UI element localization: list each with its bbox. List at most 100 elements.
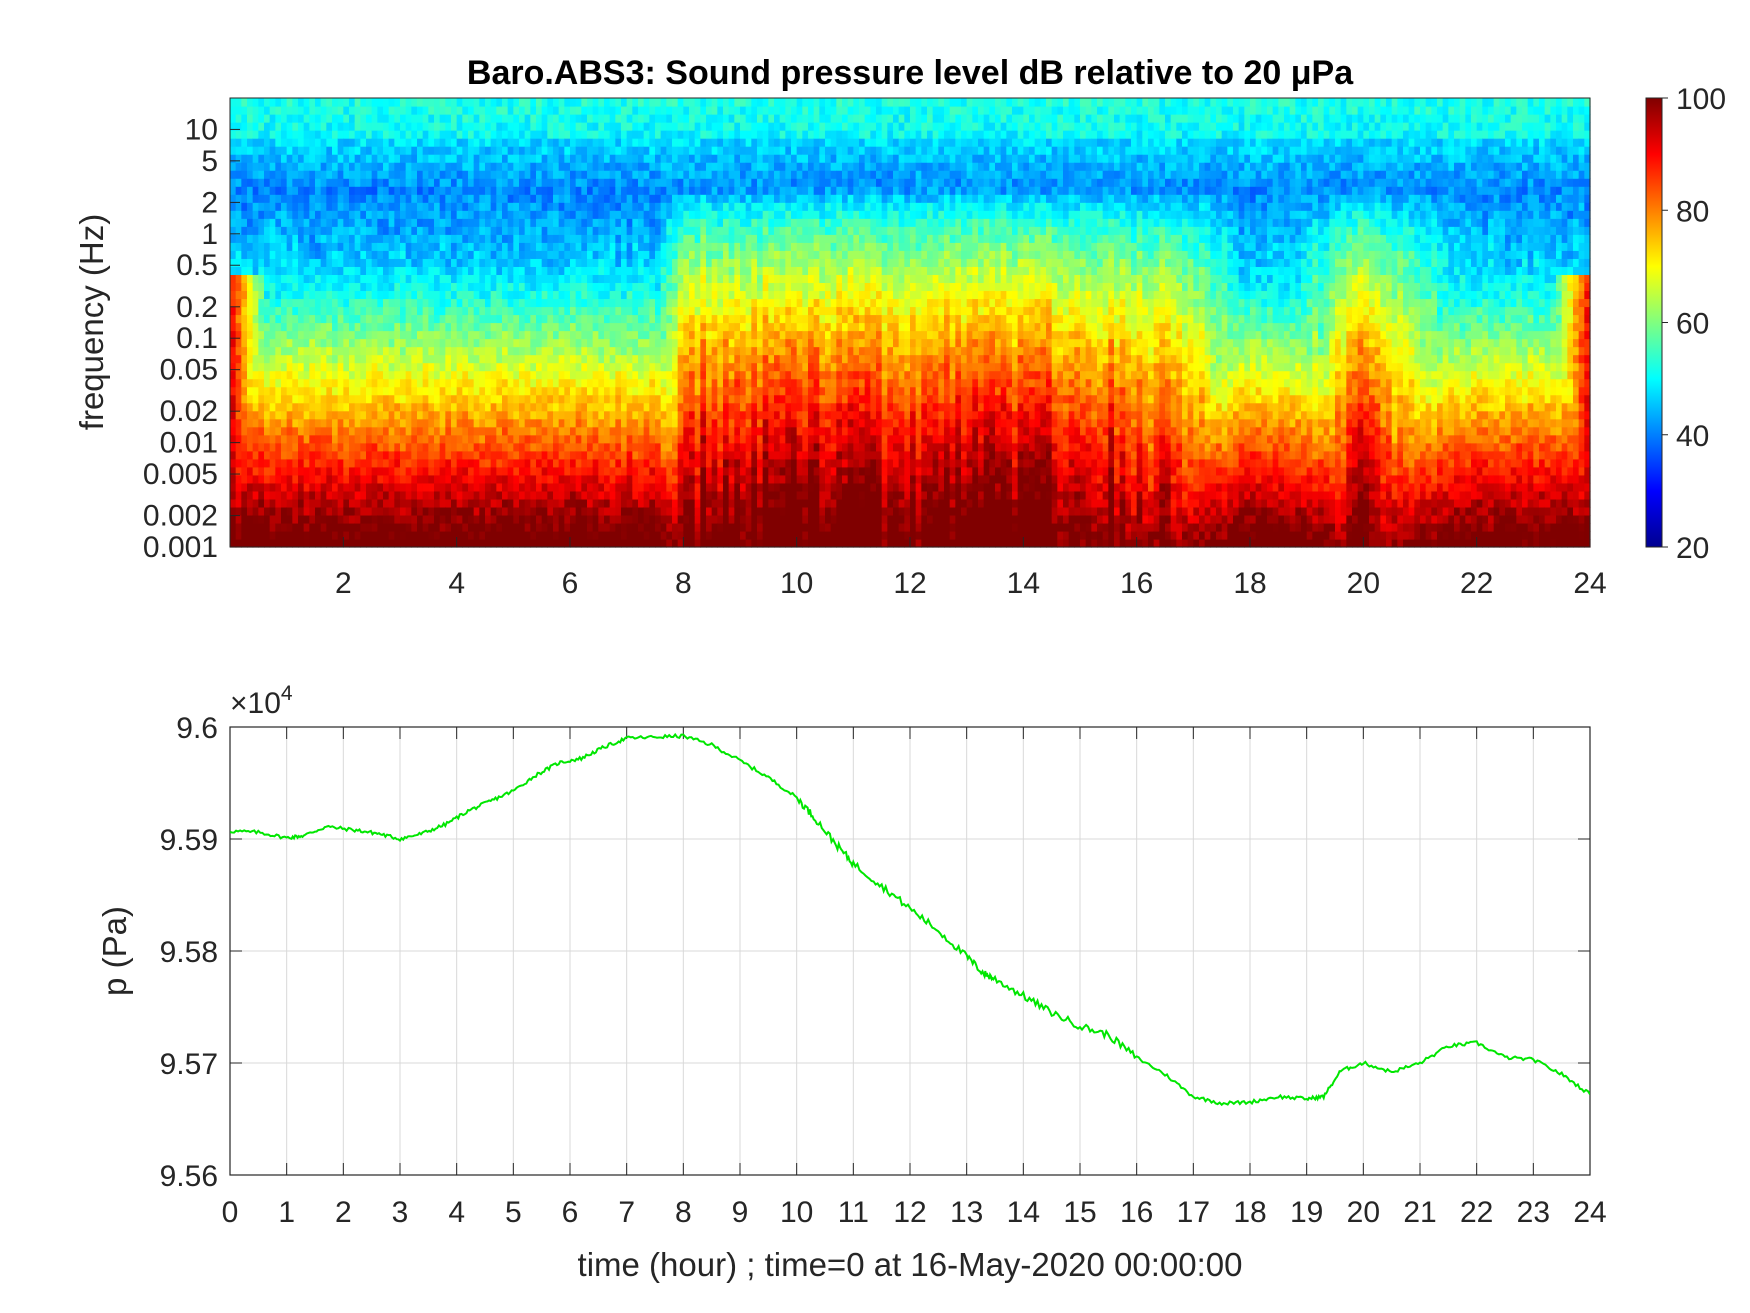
heatmap-cell — [286, 250, 293, 259]
heatmap-cell — [275, 202, 282, 211]
heatmap-cell — [451, 178, 458, 187]
heatmap-cell — [434, 386, 441, 396]
heatmap-cell — [626, 178, 633, 187]
heatmap-cell — [286, 466, 293, 476]
heatmap-cell — [422, 538, 429, 548]
heatmap-cell — [592, 250, 599, 259]
heatmap-cell — [700, 98, 707, 107]
heatmap-cell — [422, 242, 429, 251]
heatmap-cell — [286, 506, 293, 516]
heatmap-cell — [490, 458, 497, 468]
heatmap-cell — [371, 130, 378, 139]
heatmap-cell — [666, 226, 673, 235]
heatmap-cell — [417, 418, 424, 428]
heatmap-cell — [371, 410, 378, 420]
heatmap-cell — [655, 146, 662, 155]
heatmap-cell — [706, 234, 713, 243]
heatmap-cell — [411, 330, 418, 340]
heatmap-cell — [615, 106, 622, 115]
heatmap-cell — [507, 378, 514, 388]
heatmap-cell — [581, 394, 588, 404]
heatmap-cell — [422, 322, 429, 332]
heatmap-cell — [672, 170, 679, 179]
heatmap-cell — [547, 530, 554, 540]
heatmap-cell — [439, 498, 446, 508]
heatmap-cell — [490, 250, 497, 259]
heatmap-cell — [434, 170, 441, 179]
heatmap-cell — [462, 466, 469, 476]
heatmap-cell — [337, 242, 344, 251]
heatmap-cell — [479, 138, 486, 147]
heatmap-cell — [541, 434, 548, 444]
heatmap-cell — [235, 274, 242, 284]
heatmap-cell — [281, 210, 288, 219]
heatmap-cell — [683, 306, 690, 316]
heatmap-cell — [496, 210, 503, 219]
heatmap-cell — [315, 170, 322, 179]
heatmap-cell — [485, 410, 492, 420]
heatmap-cell — [241, 266, 248, 275]
heatmap-cell — [377, 106, 384, 115]
heatmap-cell — [643, 530, 650, 540]
heatmap-cell — [700, 194, 707, 203]
heatmap-cell — [694, 322, 701, 332]
heatmap-cell — [326, 354, 333, 364]
heatmap-cell — [666, 98, 673, 107]
heatmap-cell — [507, 114, 514, 123]
heatmap-cell — [496, 346, 503, 356]
heatmap-cell — [581, 498, 588, 508]
heatmap-cell — [700, 442, 707, 452]
heatmap-cell — [326, 442, 333, 452]
heatmap-cell — [677, 330, 684, 340]
heatmap-cell — [621, 482, 628, 492]
heatmap-cell — [672, 162, 679, 171]
heatmap-cell — [230, 266, 237, 275]
heatmap-cell — [462, 314, 469, 324]
heatmap-cell — [337, 154, 344, 163]
heatmap-cell — [275, 98, 282, 107]
heatmap-cell — [677, 130, 684, 139]
heatmap-cell — [434, 346, 441, 356]
heatmap-cell — [564, 458, 571, 468]
heatmap-cell — [479, 218, 486, 227]
heatmap-cell — [655, 98, 662, 107]
heatmap-cell — [570, 258, 577, 267]
heatmap-cell — [524, 154, 531, 163]
heatmap-cell — [405, 106, 412, 115]
heatmap-cell — [547, 346, 554, 356]
heatmap-cell — [502, 330, 509, 340]
heatmap-cell — [428, 218, 435, 227]
heatmap-cell — [621, 346, 628, 356]
heatmap-cell — [377, 258, 384, 267]
heatmap-cell — [230, 106, 237, 115]
heatmap-cell — [394, 242, 401, 251]
heatmap-cell — [524, 266, 531, 275]
heatmap-cell — [337, 394, 344, 404]
heatmap-cell — [706, 98, 713, 107]
heatmap-cell — [626, 370, 633, 380]
heatmap-cell — [343, 514, 350, 524]
heatmap-cell — [490, 530, 497, 540]
heatmap-cell — [411, 122, 418, 131]
heatmap-cell — [428, 522, 435, 532]
heatmap-cell — [292, 338, 299, 348]
heatmap-cell — [609, 266, 616, 275]
heatmap-cell — [507, 98, 514, 107]
heatmap-cell — [377, 466, 384, 476]
heatmap-cell — [638, 314, 645, 324]
heatmap-cell — [666, 218, 673, 227]
heatmap-cell — [615, 146, 622, 155]
heatmap-cell — [332, 346, 339, 356]
heatmap-cell — [434, 218, 441, 227]
heatmap-cell — [445, 314, 452, 324]
heatmap-cell — [592, 362, 599, 372]
heatmap-cell — [298, 138, 305, 147]
heatmap-cell — [451, 394, 458, 404]
heatmap-cell — [700, 370, 707, 380]
heatmap-cell — [553, 322, 560, 332]
heatmap-cell — [264, 98, 271, 107]
heatmap-cell — [689, 122, 696, 131]
heatmap-cell — [717, 258, 724, 267]
heatmap-cell — [626, 210, 633, 219]
heatmap-cell — [643, 506, 650, 516]
